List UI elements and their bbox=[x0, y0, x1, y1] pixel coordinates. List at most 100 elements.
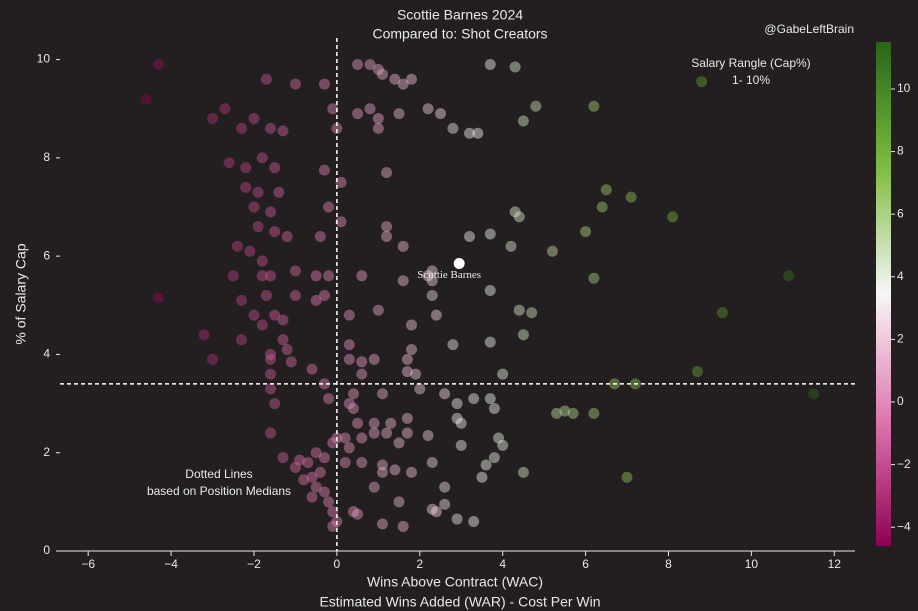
annotation: Salary Rangle (Cap%) bbox=[691, 56, 810, 70]
point bbox=[281, 230, 293, 242]
point bbox=[236, 122, 248, 134]
point bbox=[327, 520, 339, 532]
point bbox=[422, 270, 434, 282]
point bbox=[302, 457, 314, 469]
point bbox=[484, 393, 496, 405]
point bbox=[401, 412, 413, 424]
point bbox=[410, 368, 422, 380]
point bbox=[509, 206, 521, 218]
point bbox=[397, 520, 409, 532]
point bbox=[335, 176, 347, 188]
annotation: based on Position Medians bbox=[147, 484, 291, 498]
point bbox=[327, 506, 339, 518]
point bbox=[588, 100, 600, 112]
x-axis-label: Wins Above Contract (WAC) bbox=[367, 574, 543, 590]
point bbox=[281, 344, 293, 356]
point bbox=[318, 452, 330, 464]
point bbox=[372, 63, 384, 75]
credit: @GabeLeftBrain bbox=[764, 22, 854, 36]
point bbox=[318, 486, 330, 498]
colorbar-tick-label: 2 bbox=[897, 332, 904, 346]
point bbox=[265, 270, 277, 282]
point bbox=[236, 334, 248, 346]
point bbox=[381, 167, 393, 179]
point bbox=[588, 407, 600, 419]
point bbox=[231, 240, 243, 252]
point bbox=[227, 270, 239, 282]
point bbox=[372, 122, 384, 134]
point bbox=[294, 454, 306, 466]
chart-subtitle: Compared to: Shot Creators bbox=[372, 26, 547, 42]
point bbox=[484, 228, 496, 240]
point bbox=[376, 68, 388, 80]
point bbox=[513, 211, 525, 223]
point bbox=[484, 285, 496, 297]
point bbox=[430, 309, 442, 321]
point bbox=[298, 474, 310, 486]
point bbox=[289, 78, 301, 90]
y-tick-label: 6 bbox=[43, 248, 50, 262]
point bbox=[393, 108, 405, 120]
point bbox=[401, 366, 413, 378]
point bbox=[526, 307, 538, 319]
point bbox=[318, 289, 330, 301]
point bbox=[265, 427, 277, 439]
point bbox=[343, 442, 355, 454]
point bbox=[306, 491, 318, 503]
point bbox=[265, 368, 277, 380]
point bbox=[352, 58, 364, 70]
point bbox=[464, 127, 476, 139]
point bbox=[273, 186, 285, 198]
point bbox=[306, 363, 318, 375]
point bbox=[248, 201, 260, 213]
point bbox=[551, 407, 563, 419]
point bbox=[318, 78, 330, 90]
colorbar-tick-label: 4 bbox=[897, 269, 904, 283]
point bbox=[580, 226, 592, 238]
point bbox=[493, 432, 505, 444]
point bbox=[244, 245, 256, 257]
point bbox=[426, 457, 438, 469]
point bbox=[356, 457, 368, 469]
point bbox=[318, 164, 330, 176]
point bbox=[381, 221, 393, 233]
point bbox=[285, 356, 297, 368]
point bbox=[364, 58, 376, 70]
point bbox=[389, 464, 401, 476]
point bbox=[422, 103, 434, 115]
point bbox=[252, 186, 264, 198]
point bbox=[153, 58, 165, 70]
colorbar-tick-label: −2 bbox=[897, 457, 911, 471]
point bbox=[517, 466, 529, 478]
point bbox=[248, 309, 260, 321]
x-tick-label: 0 bbox=[334, 557, 341, 571]
point bbox=[256, 319, 268, 331]
point bbox=[691, 366, 703, 378]
y-tick-label: 2 bbox=[43, 445, 50, 459]
point bbox=[310, 270, 322, 282]
point bbox=[265, 353, 277, 365]
point bbox=[347, 402, 359, 414]
point bbox=[289, 265, 301, 277]
point bbox=[327, 437, 339, 449]
x-axis-label: Estimated Wins Added (WAR) - Cost Per Wi… bbox=[319, 594, 600, 610]
point bbox=[393, 496, 405, 508]
point bbox=[517, 115, 529, 127]
point bbox=[397, 275, 409, 287]
point bbox=[422, 430, 434, 442]
point bbox=[509, 61, 521, 73]
point bbox=[451, 398, 463, 410]
point bbox=[397, 240, 409, 252]
point bbox=[488, 452, 500, 464]
point bbox=[497, 368, 509, 380]
point bbox=[667, 211, 679, 223]
point bbox=[265, 206, 277, 218]
point bbox=[240, 181, 252, 193]
point bbox=[783, 270, 795, 282]
point bbox=[352, 417, 364, 429]
point bbox=[339, 432, 351, 444]
point bbox=[426, 503, 438, 515]
annotation: Dotted Lines bbox=[185, 467, 252, 481]
point bbox=[372, 304, 384, 316]
